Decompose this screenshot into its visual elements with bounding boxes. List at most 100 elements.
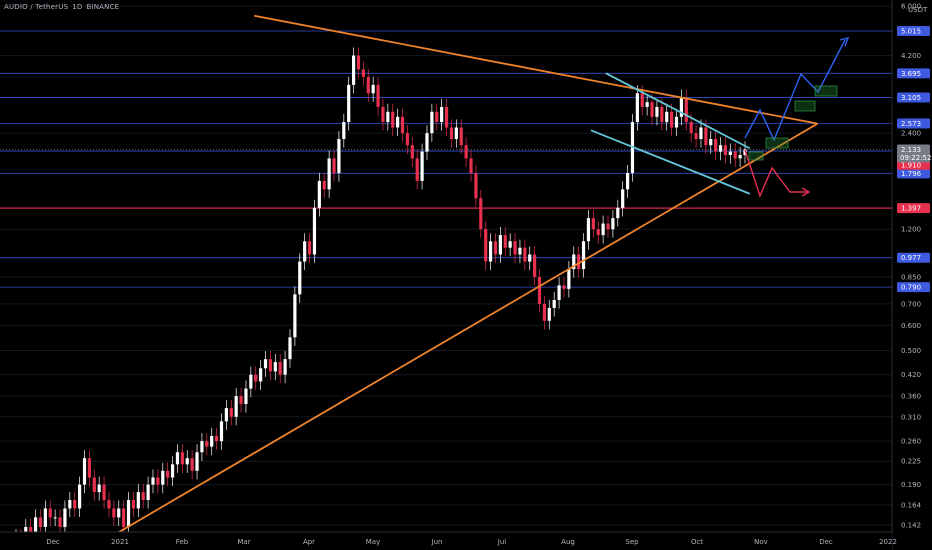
price-label-0.977: 0.977 — [901, 254, 921, 262]
candle-body — [704, 127, 708, 146]
candle-body — [78, 484, 82, 509]
target-box — [794, 100, 816, 112]
candle-body — [58, 517, 62, 527]
candle-body — [332, 158, 336, 174]
symbol-name[interactable]: AUDIO / TetherUS — [4, 3, 69, 11]
candle-body — [709, 139, 713, 146]
candle-body — [523, 247, 527, 262]
price-tick-label: 0.260 — [901, 438, 921, 446]
price-label-2.573-bg — [897, 118, 930, 129]
time-tick-label: Dec — [46, 538, 60, 546]
price-tick-label: 0.225 — [901, 458, 921, 466]
candle-body — [73, 500, 77, 509]
drawings — [109, 14, 850, 539]
candle-body — [102, 484, 106, 501]
candle-body — [219, 421, 224, 442]
projection-arrow-bear — [801, 187, 811, 197]
candle-body — [449, 127, 454, 140]
candle-body — [122, 508, 126, 527]
candle-body — [733, 151, 737, 159]
candle-body — [48, 508, 52, 518]
candle-body — [307, 241, 312, 255]
candle-body — [87, 458, 91, 478]
projection-bullish-path — [744, 39, 846, 142]
candle-body — [205, 441, 209, 447]
price-label-3.695-bg — [897, 68, 930, 79]
chart-header: AUDIO / TetherUS 1D BINANCE — [4, 3, 123, 11]
time-tick-label: Sep — [625, 538, 639, 546]
trendline-channel-lower — [590, 129, 751, 195]
price-label-3.105: 3.105 — [901, 94, 921, 102]
candle-body — [317, 180, 321, 208]
price-label-3.105-bg — [897, 92, 930, 103]
time-tick-label: Dec — [819, 538, 833, 546]
candle-body — [689, 122, 693, 134]
time-tick-label: Jul — [497, 538, 507, 546]
candle-body — [430, 111, 434, 134]
projection-bearish-path — [744, 149, 808, 198]
candle-body — [635, 93, 639, 123]
candle-body — [596, 229, 600, 236]
candle-body — [234, 396, 238, 417]
candle-body — [474, 173, 478, 199]
price-axis[interactable]: 6.000 4.200 2.400 1.200 0.850 0.700 0.600 0.500… — [891, 0, 932, 550]
candle-body — [454, 127, 458, 140]
price-tick-label: 1.200 — [901, 226, 921, 234]
candle-body — [479, 198, 483, 230]
time-axis-bg — [0, 532, 892, 550]
candle-body — [151, 477, 155, 485]
candle-body — [303, 241, 307, 262]
candle-body — [200, 441, 204, 453]
time-tick-label: Mar — [237, 538, 250, 546]
candle-body — [674, 116, 679, 128]
price-label-0.977-bg — [897, 252, 930, 263]
candle-body — [97, 484, 101, 493]
candle-body — [488, 241, 493, 262]
trendline-channel-upper — [605, 72, 751, 150]
candle-body — [665, 111, 669, 123]
candle-body — [396, 116, 400, 128]
candle-body — [283, 359, 287, 375]
candle-body — [562, 285, 566, 289]
candle-body — [694, 133, 698, 140]
candle-body — [557, 285, 561, 301]
price-label-0.790: 0.790 — [901, 284, 921, 292]
trendline-ascending-support — [109, 122, 818, 539]
candle-body — [185, 458, 189, 465]
price-tick-label: 6.000 — [901, 3, 921, 11]
level-lines — [0, 30, 892, 288]
candle-body — [180, 452, 184, 465]
candle-body — [166, 470, 170, 478]
candle-body — [33, 517, 38, 538]
candle-body — [43, 508, 47, 527]
candle-body — [92, 477, 96, 493]
target-box — [748, 151, 764, 161]
price-tick-label: 0.142 — [901, 522, 921, 530]
candle-body — [503, 235, 507, 248]
candle-body — [175, 452, 180, 465]
price-label-1.397: 1.397 — [901, 205, 921, 213]
interval[interactable]: 1D — [72, 3, 83, 11]
candle-body — [738, 154, 742, 159]
candle-body — [190, 458, 194, 471]
price-label-1.796-bg — [897, 168, 930, 179]
candle-body — [464, 145, 468, 159]
candle-body — [542, 303, 547, 321]
candle-body — [337, 139, 341, 174]
price-tick-label: 0.600 — [901, 322, 921, 330]
time-tick-label: Nov — [754, 538, 768, 546]
price-tick-label: 0.700 — [901, 300, 921, 308]
candle-body — [126, 500, 131, 527]
current-price-label: 2.133 — [901, 146, 921, 154]
candle-body — [581, 241, 586, 270]
price-label-1.796: 1.796 — [901, 170, 922, 178]
candle-body — [410, 145, 414, 159]
candle-body — [210, 435, 214, 447]
time-axis[interactable]: Dec 2021 Feb Mar Apr May Jun Jul Aug Sep Oct Nov Dec… — [0, 531, 897, 550]
current-price-label-bg — [897, 144, 930, 163]
candle-body — [229, 408, 233, 417]
price-tick-label: 0.164 — [901, 502, 922, 510]
candle-body — [347, 84, 351, 123]
candle-body — [288, 337, 292, 360]
